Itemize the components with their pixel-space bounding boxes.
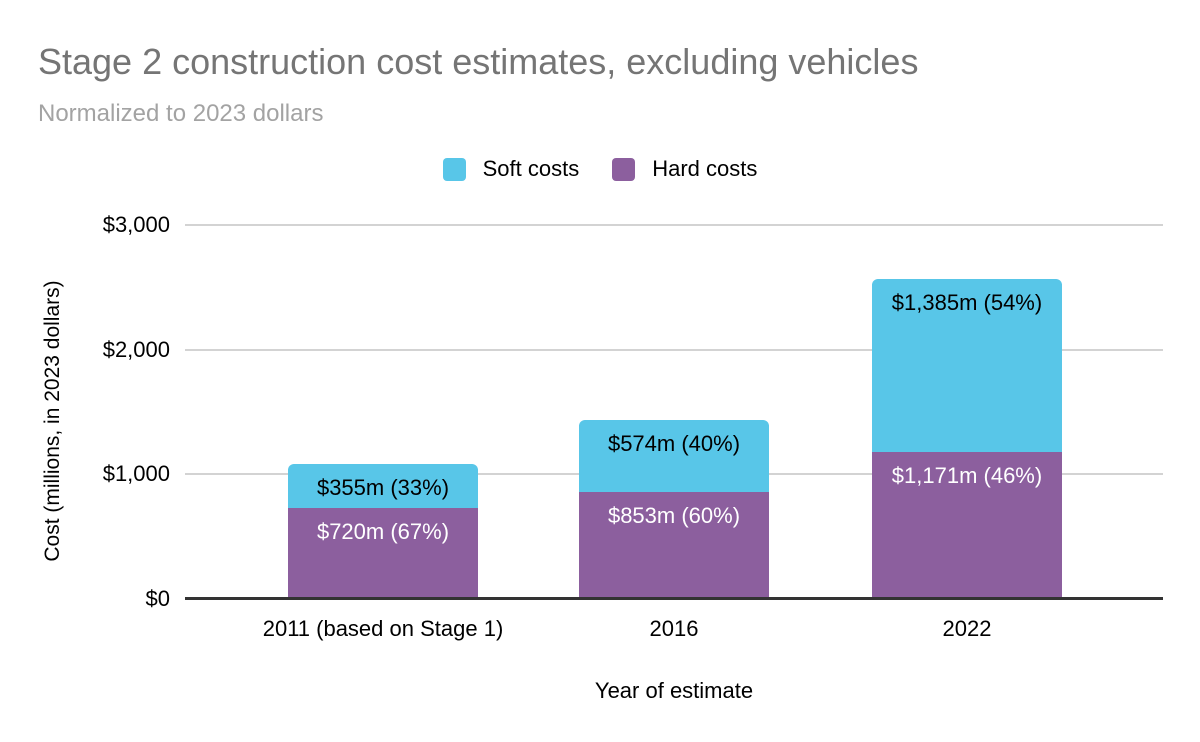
chart-subtitle: Normalized to 2023 dollars	[38, 100, 324, 127]
x-tick-label: 2016	[649, 616, 699, 641]
legend-swatch	[612, 157, 636, 181]
bar-segment-hard-costs: $720m (67%)	[288, 508, 478, 598]
legend-swatch	[442, 157, 466, 181]
y-tick-label: $2,000	[102, 336, 170, 362]
x-tick-label: 2011 (based on Stage 1)	[262, 616, 504, 641]
bar-segment-soft-costs: $1,385m (54%)	[872, 279, 1062, 452]
y-tick-label: $0	[145, 586, 170, 611]
bar-value-label: $1,385m (54%)	[891, 290, 1043, 316]
legend-item-soft-costs: Soft costs	[442, 156, 580, 182]
y-tick-label: $3,000	[102, 212, 170, 237]
legend-label: Hard costs	[652, 156, 758, 181]
bar-value-label: $574m (40%)	[607, 431, 741, 457]
x-axis-title: Year of estimate	[594, 678, 754, 703]
x-axis-line	[185, 597, 1163, 600]
legend-label: Soft costs	[482, 156, 580, 181]
bar-segment-hard-costs: $853m (60%)	[579, 491, 769, 598]
gridline	[185, 224, 1163, 226]
bar-value-label: $355m (33%)	[316, 474, 450, 500]
bar-value-label: $853m (60%)	[607, 502, 741, 528]
bar-value-label: $1,171m (46%)	[891, 463, 1043, 488]
legend-item-hard-costs: Hard costs	[612, 156, 757, 182]
bar-segment-hard-costs: $1,171m (46%)	[872, 452, 1062, 598]
bar-value-label: $720m (67%)	[316, 519, 450, 545]
gridline	[185, 348, 1163, 351]
chart-title: Stage 2 construction cost estimates, exc…	[38, 41, 919, 82]
bar-segment-soft-costs: $355m (33%)	[288, 463, 478, 509]
y-tick-label: $1,000	[102, 461, 170, 487]
legend: Soft costs Hard costs	[0, 156, 1200, 182]
x-tick-label: 2022	[942, 616, 992, 641]
bar-segment-soft-costs: $574m (40%)	[579, 420, 769, 492]
y-axis-title: Cost (millions, in 2023 dollars)	[41, 280, 64, 562]
